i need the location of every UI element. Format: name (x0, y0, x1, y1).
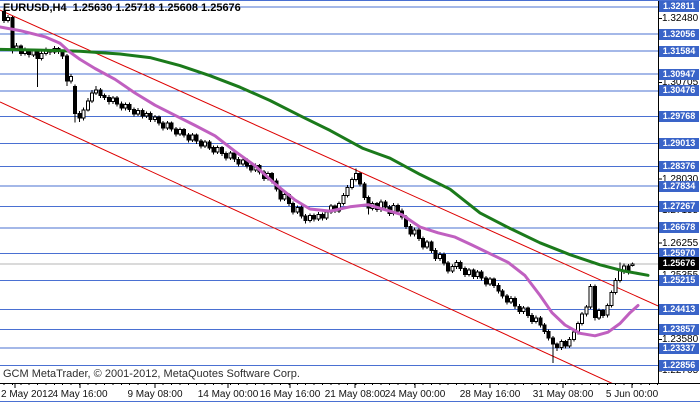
time-axis-label: 9 May 08:00 (127, 389, 182, 400)
price-level-label: 1.25215 (659, 275, 699, 286)
ma-purple-line (0, 25, 640, 338)
price-level-label: 1.29013 (659, 138, 699, 150)
price-level-label: 1.23857 (659, 323, 699, 335)
symbol-period-label: EURUSD,H4 (3, 2, 67, 14)
price-level-label: 1.30476 (659, 85, 699, 97)
time-axis-label: 4 May 16:00 (52, 389, 107, 400)
candles-series (2, 8, 635, 364)
time-axis-label: 28 May 16:00 (460, 389, 521, 400)
axis-tick-label: 1.32480 (662, 13, 699, 25)
price-level-label: 1.24413 (659, 303, 699, 315)
price-level-label: 1.26678 (659, 222, 699, 234)
axis-tick-label: 1.23580 (662, 333, 699, 345)
price-level-label: 1.32811 (659, 1, 699, 13)
axis-tick-label: 1.30705 (662, 77, 699, 89)
price-level-label: 1.31584 (659, 45, 699, 57)
time-axis-label: 24 May 00:00 (385, 389, 446, 400)
trendline-lower (0, 101, 613, 383)
price-level-label: 1.29768 (659, 110, 699, 122)
time-axis-label: 2 May 2012 (1, 389, 54, 400)
price-level-label: 1.27834 (659, 180, 699, 192)
trendlines[interactable] (0, 9, 658, 387)
ohlc-header: EURUSD,H4 1.25630 1.25718 1.25608 1.25676 (3, 2, 247, 14)
price-level-label: 1.30947 (659, 68, 699, 80)
price-level-label: 1.32056 (659, 28, 699, 40)
ohlc-values: 1.25630 1.25718 1.25608 1.25676 (72, 2, 241, 14)
price-level-label: 1.28376 (659, 161, 699, 173)
price-level-label: 1.23337 (659, 342, 699, 354)
time-axis-label: 16 May 16:00 (260, 389, 321, 400)
price-level-label: 1.27267 (659, 201, 699, 213)
time-axis[interactable]: 2 May 2012 4 May 16:00 9 May 08:00 14 May 0… (1, 383, 659, 400)
price-level-label: 1.25970 (659, 247, 699, 259)
trendline-upper (0, 9, 658, 307)
time-axis-label: 5 Jun 00:00 (606, 389, 659, 400)
price-level-label: 1.22856 (659, 360, 699, 371)
time-axis-label: 14 May 00:00 (198, 389, 259, 400)
axis-tick-label: 1.26255 (662, 237, 699, 249)
current-price-label: 1.25676 (659, 257, 699, 271)
ma-green-line (0, 47, 650, 277)
time-axis-label: 21 May 08:00 (325, 389, 386, 400)
time-axis-label: 31 May 08:00 (533, 389, 594, 400)
copyright-text: GCM MetaTrader, © 2001-2012, MetaQuotes … (3, 368, 300, 380)
axis-tick-label: 1.28030 (662, 173, 699, 185)
price-scale[interactable]: 1.324801.307051.280301.271551.262551.253… (658, 0, 700, 402)
